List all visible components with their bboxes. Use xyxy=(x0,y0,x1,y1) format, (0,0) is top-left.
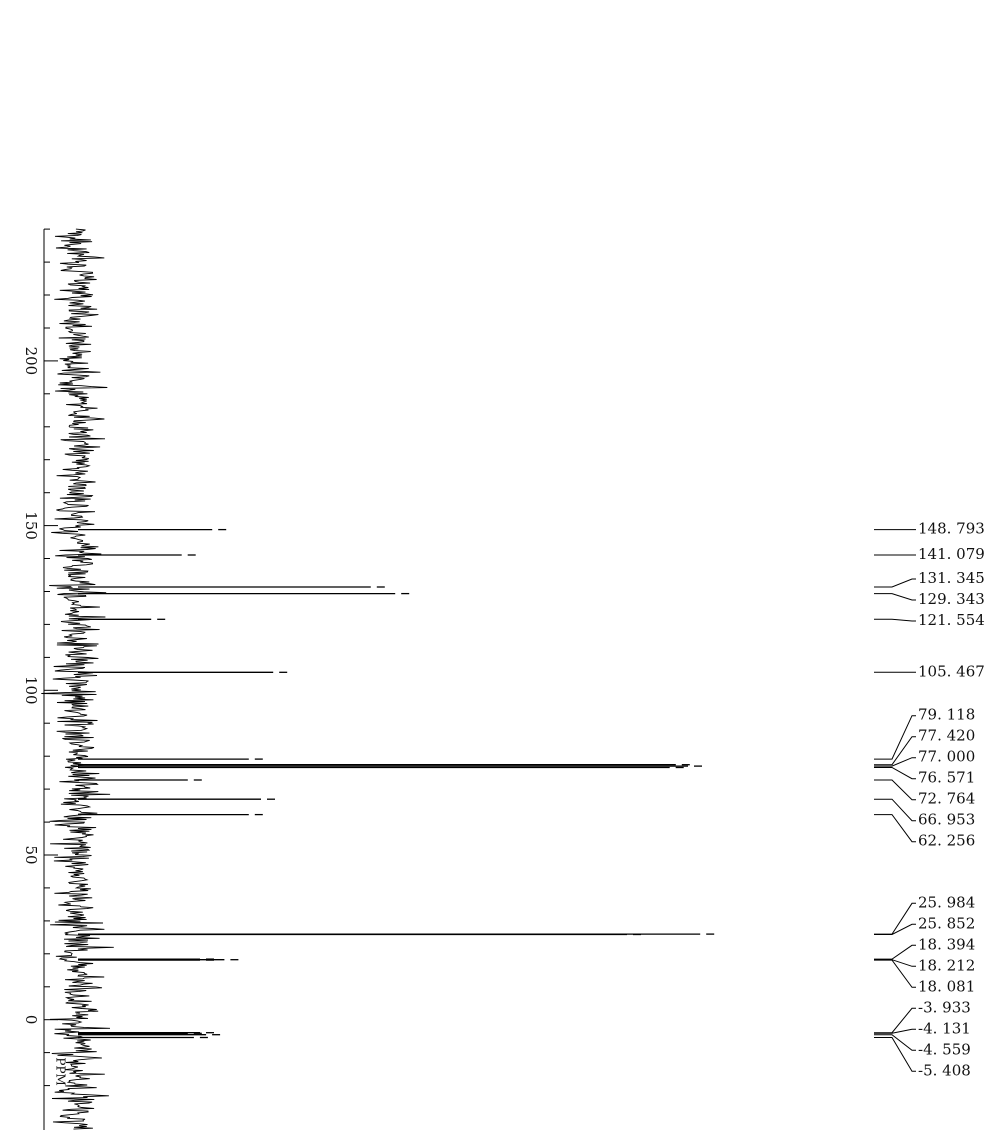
peak-label: 76. 571 xyxy=(918,769,975,787)
peak-label: 141. 079 xyxy=(918,545,985,563)
peak-label: 105. 467 xyxy=(918,662,985,680)
peak-label: -3. 933 xyxy=(918,998,971,1016)
peak-label: 25. 984 xyxy=(918,893,975,911)
ppm-axis: 200 150 100 50 0 PPM xyxy=(22,228,68,1130)
tick-label: 200 xyxy=(22,347,40,376)
peak-label: 18. 081 xyxy=(918,977,975,995)
peak-leader xyxy=(874,959,916,988)
peak-label: -4. 559 xyxy=(918,1040,971,1058)
peak-label: 77. 000 xyxy=(918,748,975,766)
peak-leader xyxy=(874,1007,916,1034)
peak-leader xyxy=(874,715,916,760)
peak-leader xyxy=(874,902,916,935)
noise-trace xyxy=(41,228,114,1130)
peak-label: 62. 256 xyxy=(918,832,975,850)
peak-label: -5. 408 xyxy=(918,1061,971,1079)
peak-leader xyxy=(874,959,916,967)
peak-leader xyxy=(874,779,916,801)
peak-leader xyxy=(874,798,916,822)
peak-label: 66. 953 xyxy=(918,811,975,829)
peak-leader xyxy=(874,757,916,767)
tick-label: 50 xyxy=(22,845,40,864)
peak-label: 148. 793 xyxy=(918,520,985,538)
peak-label: 25. 852 xyxy=(918,914,975,932)
peak-leader xyxy=(874,814,916,843)
baseline-noise xyxy=(41,228,114,1130)
peak-leader xyxy=(874,1028,916,1034)
peak-leader xyxy=(874,736,916,766)
peak-leader xyxy=(874,767,916,780)
peak-label: 129. 343 xyxy=(918,590,985,608)
peaks xyxy=(78,528,715,1039)
peak-leader xyxy=(874,1037,916,1072)
peak-leader xyxy=(874,578,916,588)
peak-label: 121. 554 xyxy=(918,611,985,629)
peak-leader xyxy=(874,593,916,601)
peak-label: 79. 118 xyxy=(918,706,975,724)
peak-leader xyxy=(874,944,916,960)
peak-leader xyxy=(874,1034,916,1051)
peak-label: 77. 420 xyxy=(918,727,975,745)
ppm-unit-label: PPM xyxy=(54,1057,68,1085)
peak-label: 18. 394 xyxy=(918,935,975,953)
tick-label: 0 xyxy=(22,1015,40,1025)
peak-label: 18. 212 xyxy=(918,956,975,974)
peak-label: 72. 764 xyxy=(918,790,975,808)
peak-labels: 148. 793 141. 079 131. 345 129. 343 121. 554… xyxy=(874,520,985,1079)
peak-label: -4. 131 xyxy=(918,1019,971,1037)
peak-leader xyxy=(874,618,916,622)
peak-leader xyxy=(874,923,916,935)
peak-label: 131. 345 xyxy=(918,569,985,587)
tick-label: 150 xyxy=(22,511,40,540)
tick-label: 100 xyxy=(22,676,40,705)
